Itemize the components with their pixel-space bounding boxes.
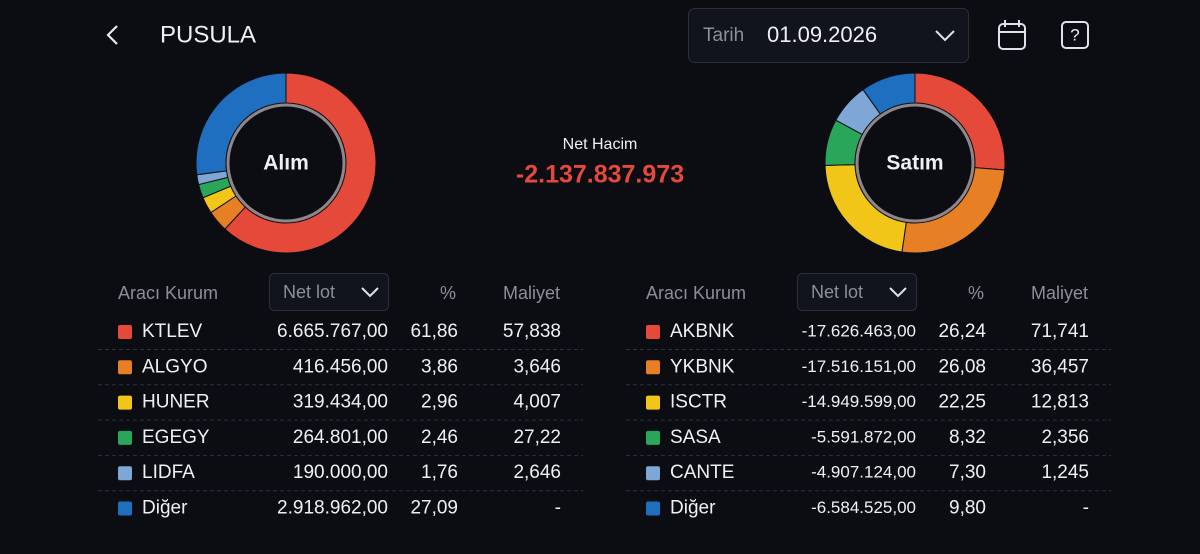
net-lot: 2.918.962,00 — [277, 498, 388, 519]
back-button[interactable] — [106, 25, 118, 45]
column-header: Maliyet — [503, 283, 560, 303]
percent: 26,08 — [938, 356, 986, 377]
color-swatch — [646, 466, 660, 481]
color-swatch — [118, 325, 132, 339]
column-header: % — [440, 283, 456, 303]
sort-dropdown[interactable] — [797, 273, 917, 311]
chevron — [889, 287, 907, 298]
date-box[interactable] — [688, 8, 969, 63]
color-swatch — [646, 430, 660, 445]
color-swatch — [646, 501, 660, 516]
net-lot: -6.584.525,00 — [811, 498, 916, 517]
color-swatch — [118, 395, 132, 410]
date-label: Tarih — [703, 25, 744, 46]
column-header: Aracı Kurum — [646, 283, 746, 303]
percent: 1,76 — [421, 462, 458, 483]
percent: 2,96 — [421, 392, 458, 413]
broker-name: AKBNK — [670, 321, 735, 342]
color-swatch — [118, 501, 132, 516]
cost: 36,457 — [1031, 356, 1089, 377]
cost: 12,813 — [1031, 392, 1089, 413]
net-volume-value: -2.137.837.973 — [516, 161, 684, 189]
help-icon — [1061, 21, 1089, 49]
percent: 27,09 — [410, 498, 458, 519]
net-lot: 6.665.767,00 — [277, 321, 388, 342]
donut-segment — [862, 72, 916, 115]
help-button[interactable]: ? — [1061, 21, 1089, 49]
net-lot: -4.907.124,00 — [811, 463, 916, 482]
broker-name: LIDFA — [142, 462, 195, 483]
broker-name: KTLEV — [142, 321, 203, 342]
cost: 4,007 — [513, 392, 561, 413]
color-swatch — [646, 395, 660, 410]
cost: 71,741 — [1031, 321, 1089, 342]
cost: - — [555, 498, 561, 519]
percent: 22,25 — [938, 392, 986, 413]
column-header: Net lot — [283, 282, 335, 302]
page-title: PUSULA — [160, 21, 256, 48]
date-value: 01.09.2026 — [767, 22, 877, 47]
broker-name: YKBNK — [670, 356, 735, 377]
broker-name: ISCTR — [670, 392, 727, 413]
percent: 2,46 — [421, 427, 458, 448]
column-header: Aracı Kurum — [118, 283, 218, 303]
date-picker[interactable]: Tarih 01.09.2026 — [688, 8, 969, 63]
percent: 61,86 — [410, 321, 458, 342]
color-swatch — [646, 360, 660, 375]
column-header: Maliyet — [1031, 283, 1088, 303]
calendar-button[interactable] — [998, 20, 1026, 50]
percent: 26,24 — [938, 321, 986, 342]
percent: 3,86 — [421, 356, 458, 377]
cost: 3,646 — [513, 356, 561, 377]
net-lot: -17.516.151,00 — [802, 357, 916, 376]
cost: - — [1083, 498, 1089, 519]
cost: 27,22 — [513, 427, 561, 448]
net-lot: 319.434,00 — [293, 392, 388, 413]
chevron — [935, 30, 955, 42]
broker-name: HUNER — [142, 392, 210, 413]
donut-segment — [224, 72, 377, 254]
color-swatch — [118, 430, 132, 445]
net-volume-label: Net Hacim — [563, 136, 638, 153]
help-glyph: ? — [1070, 25, 1079, 44]
broker-name: EGEGY — [142, 427, 210, 448]
broker-name: Diğer — [142, 498, 188, 519]
broker-name: Diğer — [670, 498, 716, 519]
sort-dropdown[interactable] — [269, 273, 389, 311]
percent: 9,80 — [949, 498, 986, 519]
net-lot: -17.626.463,00 — [802, 321, 916, 340]
calendar-icon — [998, 23, 1026, 50]
cost: 57,838 — [503, 321, 561, 342]
percent: 8,32 — [949, 427, 986, 448]
color-swatch — [118, 466, 132, 481]
net-lot: 264.801,00 — [293, 427, 388, 448]
percent: 7,30 — [949, 462, 986, 483]
donut-title: Satım — [886, 152, 943, 175]
donut-segment — [195, 72, 287, 176]
net-lot: 190.000,00 — [293, 462, 388, 483]
chevron — [361, 287, 379, 298]
color-swatch — [646, 325, 660, 339]
donut-inner-ring — [226, 103, 346, 223]
cost: 2,356 — [1041, 427, 1089, 448]
color-swatch — [118, 360, 132, 375]
column-header: % — [968, 283, 984, 303]
net-lot: -14.949.599,00 — [802, 392, 916, 411]
broker-name: SASA — [670, 427, 721, 448]
broker-name: ALGYO — [142, 356, 207, 377]
cost: 2,646 — [513, 462, 561, 483]
column-header: Net lot — [811, 282, 863, 302]
cost: 1,245 — [1041, 462, 1089, 483]
net-lot: 416.456,00 — [293, 356, 388, 377]
donut-inner-ring — [855, 103, 975, 223]
donut-title: Alım — [263, 152, 309, 175]
net-lot: -5.591.872,00 — [811, 427, 916, 446]
broker-name: CANTE — [670, 462, 734, 483]
